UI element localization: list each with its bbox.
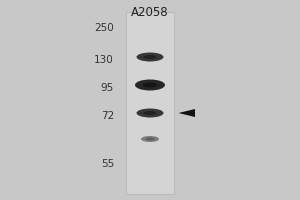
- Polygon shape: [178, 109, 195, 117]
- Ellipse shape: [143, 111, 157, 115]
- Ellipse shape: [143, 55, 157, 59]
- Text: 55: 55: [101, 159, 114, 169]
- Text: 130: 130: [94, 55, 114, 65]
- Text: A2058: A2058: [131, 6, 169, 19]
- Ellipse shape: [141, 136, 159, 142]
- Ellipse shape: [142, 83, 158, 87]
- Ellipse shape: [136, 108, 164, 117]
- Ellipse shape: [146, 138, 154, 140]
- Text: 72: 72: [101, 111, 114, 121]
- Text: 250: 250: [94, 23, 114, 33]
- Ellipse shape: [135, 79, 165, 90]
- Ellipse shape: [136, 52, 164, 62]
- Bar: [126, 12, 174, 194]
- Text: 95: 95: [101, 83, 114, 93]
